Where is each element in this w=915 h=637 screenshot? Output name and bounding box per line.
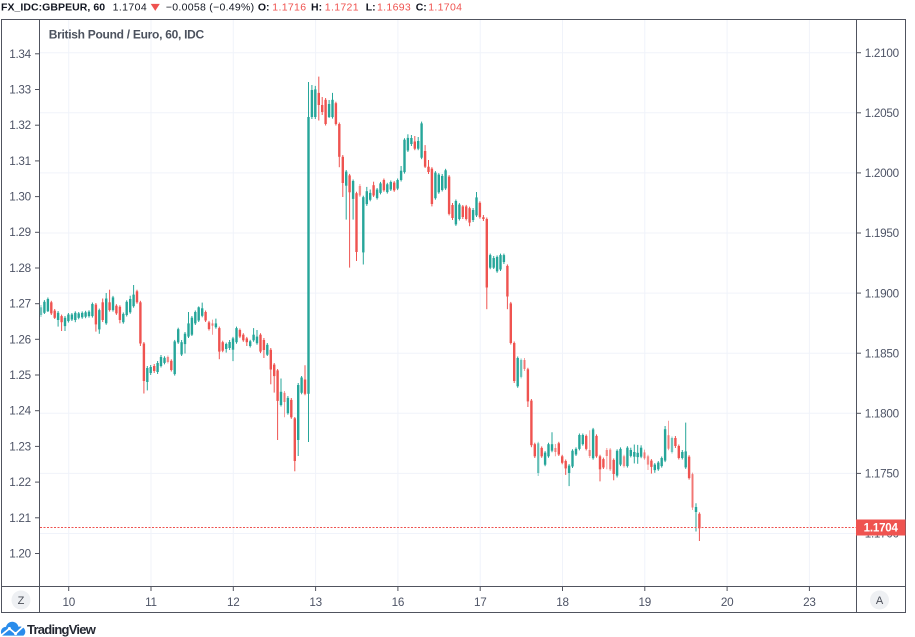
- svg-text:Z: Z: [18, 595, 25, 607]
- svg-text:1.1721: 1.1721: [325, 1, 359, 13]
- svg-text:1.29: 1.29: [9, 226, 31, 239]
- svg-text:1.24: 1.24: [9, 405, 31, 418]
- svg-text:1.2100: 1.2100: [865, 47, 900, 60]
- svg-text:1.21: 1.21: [9, 512, 31, 525]
- svg-text:1.26: 1.26: [9, 333, 31, 346]
- svg-text:1.28: 1.28: [9, 262, 31, 275]
- svg-text:1.1704: 1.1704: [113, 1, 148, 13]
- svg-text:L:: L:: [366, 1, 376, 13]
- svg-text:TradingView: TradingView: [27, 622, 97, 637]
- svg-text:1.1693: 1.1693: [377, 1, 411, 13]
- svg-text:18: 18: [556, 596, 569, 609]
- svg-text:1.20: 1.20: [9, 548, 31, 561]
- svg-text:1.32: 1.32: [9, 119, 31, 132]
- svg-text:1.31: 1.31: [9, 155, 31, 168]
- svg-text:FX_IDC:GBPEUR, 60: FX_IDC:GBPEUR, 60: [1, 1, 105, 13]
- svg-text:1.1900: 1.1900: [865, 287, 900, 300]
- svg-text:1.1716: 1.1716: [272, 1, 306, 13]
- svg-text:12: 12: [227, 596, 240, 609]
- svg-text:1.2000: 1.2000: [865, 167, 900, 180]
- svg-text:1.1750: 1.1750: [865, 468, 900, 481]
- svg-text:16: 16: [392, 596, 405, 609]
- svg-text:19: 19: [639, 596, 652, 609]
- svg-text:1.25: 1.25: [9, 369, 31, 382]
- svg-text:1.1950: 1.1950: [865, 227, 900, 240]
- svg-text:1.27: 1.27: [9, 298, 31, 311]
- svg-text:C:: C:: [416, 1, 427, 13]
- svg-text:20: 20: [721, 596, 734, 609]
- svg-text:1.2050: 1.2050: [865, 107, 900, 120]
- svg-text:1.1850: 1.1850: [865, 347, 900, 360]
- svg-text:13: 13: [309, 596, 322, 609]
- svg-text:1.34: 1.34: [9, 48, 31, 61]
- svg-text:1.1800: 1.1800: [865, 408, 900, 421]
- svg-text:11: 11: [145, 596, 157, 609]
- svg-text:British Pound / Euro, 60, IDC: British Pound / Euro, 60, IDC: [49, 28, 205, 42]
- svg-text:H:: H:: [311, 1, 322, 13]
- svg-text:1.1704: 1.1704: [428, 1, 462, 13]
- svg-text:O:: O:: [258, 1, 270, 13]
- svg-text:17: 17: [474, 596, 487, 609]
- svg-text:23: 23: [803, 596, 816, 609]
- svg-text:1.30: 1.30: [9, 191, 31, 204]
- svg-text:−0.0058 (−0.49%): −0.0058 (−0.49%): [166, 1, 255, 13]
- svg-text:10: 10: [62, 596, 75, 609]
- svg-text:1.1704: 1.1704: [864, 523, 899, 535]
- svg-text:1.23: 1.23: [9, 440, 31, 453]
- svg-text:1.33: 1.33: [9, 83, 31, 96]
- svg-text:1.22: 1.22: [9, 476, 31, 489]
- svg-text:A: A: [876, 595, 884, 607]
